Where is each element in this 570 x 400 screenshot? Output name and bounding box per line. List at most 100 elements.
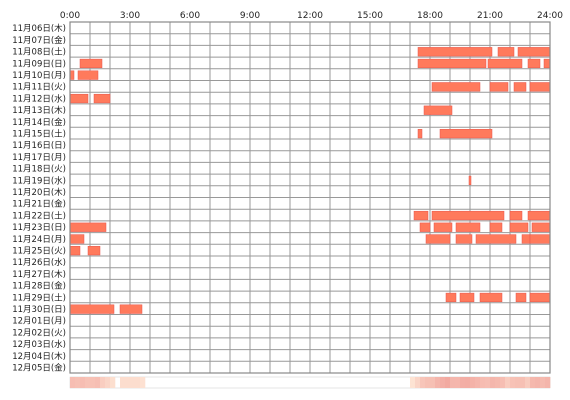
activity-bar [69, 246, 81, 256]
row-label: 11月15日(土) [12, 128, 66, 139]
row-label: 11月17日(月) [12, 153, 66, 163]
row-label: 11月13日(木) [12, 105, 66, 116]
x-tick-label: 3:00 [120, 11, 140, 21]
density-cell [485, 377, 491, 388]
density-cell [70, 377, 76, 388]
density-cell [520, 377, 526, 388]
activity-bar [489, 82, 509, 92]
activity-bar [509, 222, 529, 232]
activity-bar [529, 82, 551, 92]
row-label: 11月22日(土) [12, 210, 66, 221]
activity-bar [431, 82, 481, 92]
density-cell [105, 377, 111, 388]
density-cell [450, 377, 456, 388]
row-label: 11月27日(木) [12, 269, 66, 280]
density-cell [100, 377, 106, 388]
activity-bar [489, 222, 503, 232]
density-cell [470, 377, 476, 388]
activity-bar [497, 47, 515, 57]
row-label: 11月21日(金) [12, 199, 66, 210]
activity-bar [515, 292, 527, 303]
density-cell [535, 377, 541, 388]
activity-bar [531, 222, 551, 232]
row-label: 11月14日(金) [12, 117, 66, 128]
density-cell [460, 377, 466, 388]
density-cell [90, 377, 96, 388]
x-tick-label: 15:00 [357, 11, 383, 21]
activity-bar [513, 82, 527, 92]
x-tick-label: 18:00 [417, 11, 443, 21]
density-cell [510, 377, 516, 388]
activity-bar [529, 234, 551, 244]
density-cell [125, 377, 131, 388]
activity-bar [459, 292, 475, 303]
density-cell [475, 377, 481, 388]
density-cell [425, 377, 431, 388]
activity-bar [479, 292, 503, 303]
row-label: 12月05日(金) [12, 362, 66, 373]
activity-bar [475, 234, 517, 244]
activity-bar [417, 129, 423, 139]
activity-bar [468, 175, 472, 186]
row-label: 11月08日(土) [12, 47, 66, 58]
row-label: 11月25日(火) [12, 246, 66, 256]
activity-bar [439, 129, 493, 139]
x-tick-label: 12:00 [297, 11, 323, 21]
activity-bar [543, 58, 551, 69]
row-label: 11月24日(月) [12, 235, 66, 245]
x-tick-label: 9:00 [240, 11, 260, 21]
activity-bar [69, 234, 85, 244]
activity-bar [517, 47, 551, 57]
density-cell [430, 377, 436, 388]
row-label: 11月06日(木) [12, 23, 66, 34]
activity-bar [509, 210, 523, 221]
plot-frame [69, 21, 551, 374]
row-label: 11月28日(金) [12, 281, 66, 292]
activity-bar [77, 70, 99, 80]
row-label: 11月11日(火) [12, 83, 66, 93]
activity-bar [445, 292, 457, 303]
density-cell [495, 377, 501, 388]
activity-bar [487, 58, 523, 69]
density-cell [455, 377, 461, 388]
density-cell [435, 377, 441, 388]
row-label: 12月02日(火) [12, 328, 66, 338]
activity-bar [433, 222, 453, 232]
density-cell [540, 377, 546, 388]
activity-bar [69, 304, 115, 314]
activity-bar [529, 292, 551, 303]
density-cell [530, 377, 536, 388]
x-tick-label: 0:00 [60, 11, 80, 21]
x-tick-label: 21:00 [477, 11, 503, 21]
density-cell [110, 377, 116, 388]
activity-bar [425, 234, 451, 244]
activity-bar [79, 58, 103, 69]
density-cell [500, 377, 506, 388]
density-cell [130, 377, 136, 388]
density-cell [80, 377, 86, 388]
activity-bar [455, 222, 481, 232]
row-label: 11月20日(木) [12, 187, 66, 198]
density-cell [135, 377, 141, 388]
row-label: 11月07日(金) [12, 35, 66, 46]
row-label: 11月09日(日) [12, 59, 66, 69]
density-cell [415, 377, 421, 388]
activity-bar [417, 58, 487, 69]
row-label: 11月10日(月) [12, 71, 66, 81]
density-cell [75, 377, 81, 388]
density-cell [440, 377, 446, 388]
activity-bar [69, 222, 107, 232]
density-cell [420, 377, 426, 388]
row-label: 11月19日(水) [12, 175, 66, 186]
activity-bar [417, 47, 493, 57]
row-label: 12月01日(月) [12, 317, 66, 327]
density-cell [505, 377, 511, 388]
row-label: 11月30日(日) [12, 305, 66, 315]
activity-bar [419, 222, 431, 232]
density-cell [120, 377, 126, 388]
density-cell [480, 377, 486, 388]
activity-bar [87, 246, 101, 256]
activity-bar [431, 210, 505, 221]
row-label: 11月23日(日) [12, 223, 66, 233]
